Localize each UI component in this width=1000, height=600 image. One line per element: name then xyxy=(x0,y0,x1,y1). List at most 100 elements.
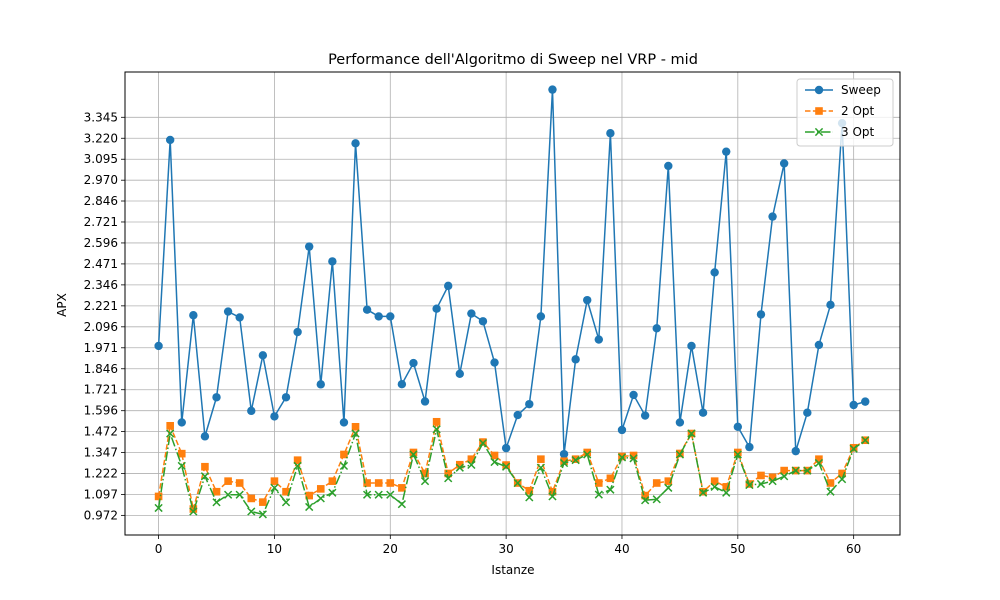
legend-item[interactable]: 2 Opt xyxy=(805,104,875,118)
legend-label: 3 Opt xyxy=(841,125,875,139)
data-point xyxy=(791,446,800,456)
data-point xyxy=(571,456,580,465)
data-point xyxy=(617,453,627,462)
data-point xyxy=(675,418,685,427)
data-point xyxy=(282,487,290,496)
data-point xyxy=(525,486,534,495)
legend-item[interactable]: Sweep xyxy=(805,83,881,97)
data-point xyxy=(154,492,163,501)
data-point xyxy=(652,479,661,487)
data-point xyxy=(559,458,569,468)
data-point xyxy=(733,450,742,459)
data-point xyxy=(363,479,371,487)
y-tick-label: 1.596 xyxy=(84,404,118,418)
data-point xyxy=(386,490,395,499)
data-point xyxy=(548,85,557,94)
data-point xyxy=(780,466,788,475)
y-tick-label: 2.471 xyxy=(84,257,118,271)
data-point xyxy=(478,438,488,448)
data-point xyxy=(189,507,198,516)
data-point xyxy=(652,495,661,504)
data-point xyxy=(166,421,174,430)
data-point xyxy=(212,487,221,496)
data-point xyxy=(629,390,638,400)
y-tick-label: 2.596 xyxy=(84,236,118,250)
data-point xyxy=(154,503,163,513)
data-point xyxy=(316,494,325,503)
data-point xyxy=(444,469,453,478)
data-point xyxy=(259,498,267,506)
y-tick-label: 1.222 xyxy=(84,466,118,480)
data-point xyxy=(304,242,314,251)
data-point xyxy=(270,412,279,421)
data-point xyxy=(201,462,209,471)
data-point xyxy=(698,488,708,497)
data-point xyxy=(583,450,592,459)
data-point xyxy=(362,305,372,314)
x-tick-label: 50 xyxy=(730,542,745,556)
legend-label: 2 Opt xyxy=(841,104,875,118)
data-point xyxy=(467,455,476,463)
data-point xyxy=(560,457,568,465)
data-point xyxy=(316,380,325,389)
data-point xyxy=(826,487,835,496)
data-point xyxy=(444,281,453,291)
data-point xyxy=(328,488,337,497)
data-point xyxy=(536,312,546,321)
data-point xyxy=(154,341,163,351)
data-point xyxy=(652,324,661,333)
legend-marker xyxy=(814,127,824,137)
legend-item[interactable]: 3 Opt xyxy=(805,125,875,139)
data-point xyxy=(525,399,534,409)
data-point xyxy=(536,463,546,472)
data-point xyxy=(224,477,232,485)
data-point xyxy=(340,450,348,459)
data-point xyxy=(594,335,604,344)
x-tick-label: 20 xyxy=(383,542,398,556)
data-point xyxy=(687,341,696,351)
data-point xyxy=(235,490,244,499)
data-point xyxy=(212,498,221,507)
data-point xyxy=(513,478,522,488)
y-tick-label: 3.095 xyxy=(84,152,118,166)
y-tick-label: 3.220 xyxy=(84,131,118,145)
data-point xyxy=(166,429,175,438)
data-point xyxy=(339,418,349,427)
data-point xyxy=(200,472,210,481)
data-point xyxy=(281,498,291,507)
data-point xyxy=(351,429,360,438)
series-sweep xyxy=(154,85,870,459)
x-axis: 0 10 20 30 40 50 60 xyxy=(155,535,861,556)
y-tick-label: 1.721 xyxy=(84,383,118,397)
data-point xyxy=(722,483,731,491)
data-point xyxy=(861,436,870,445)
grid xyxy=(125,72,900,535)
legend[interactable]: Sweep 2 Opt 3 Opt xyxy=(796,78,894,147)
data-point xyxy=(849,444,858,453)
plot-frame xyxy=(124,71,901,536)
data-point xyxy=(548,492,557,501)
data-point xyxy=(814,458,824,468)
data-point xyxy=(606,485,615,494)
data-point xyxy=(293,456,302,464)
data-point xyxy=(235,479,244,487)
data-point xyxy=(270,483,279,492)
data-point xyxy=(478,317,488,326)
data-point xyxy=(212,393,221,402)
legend-label: Sweep xyxy=(841,83,881,97)
data-point xyxy=(421,469,429,478)
data-point xyxy=(374,312,383,321)
data-point xyxy=(803,408,812,417)
data-point xyxy=(455,369,464,378)
y-axis-label: APX xyxy=(55,293,69,317)
y-tick-label: 2.970 xyxy=(84,173,118,187)
data-point xyxy=(305,502,314,512)
data-point xyxy=(594,490,603,499)
data-point xyxy=(583,295,592,305)
x-axis-label: Istanze xyxy=(491,563,534,577)
data-point xyxy=(710,482,719,491)
data-point xyxy=(467,309,476,318)
data-point xyxy=(803,466,812,475)
data-point xyxy=(374,490,383,499)
data-point xyxy=(490,451,499,460)
